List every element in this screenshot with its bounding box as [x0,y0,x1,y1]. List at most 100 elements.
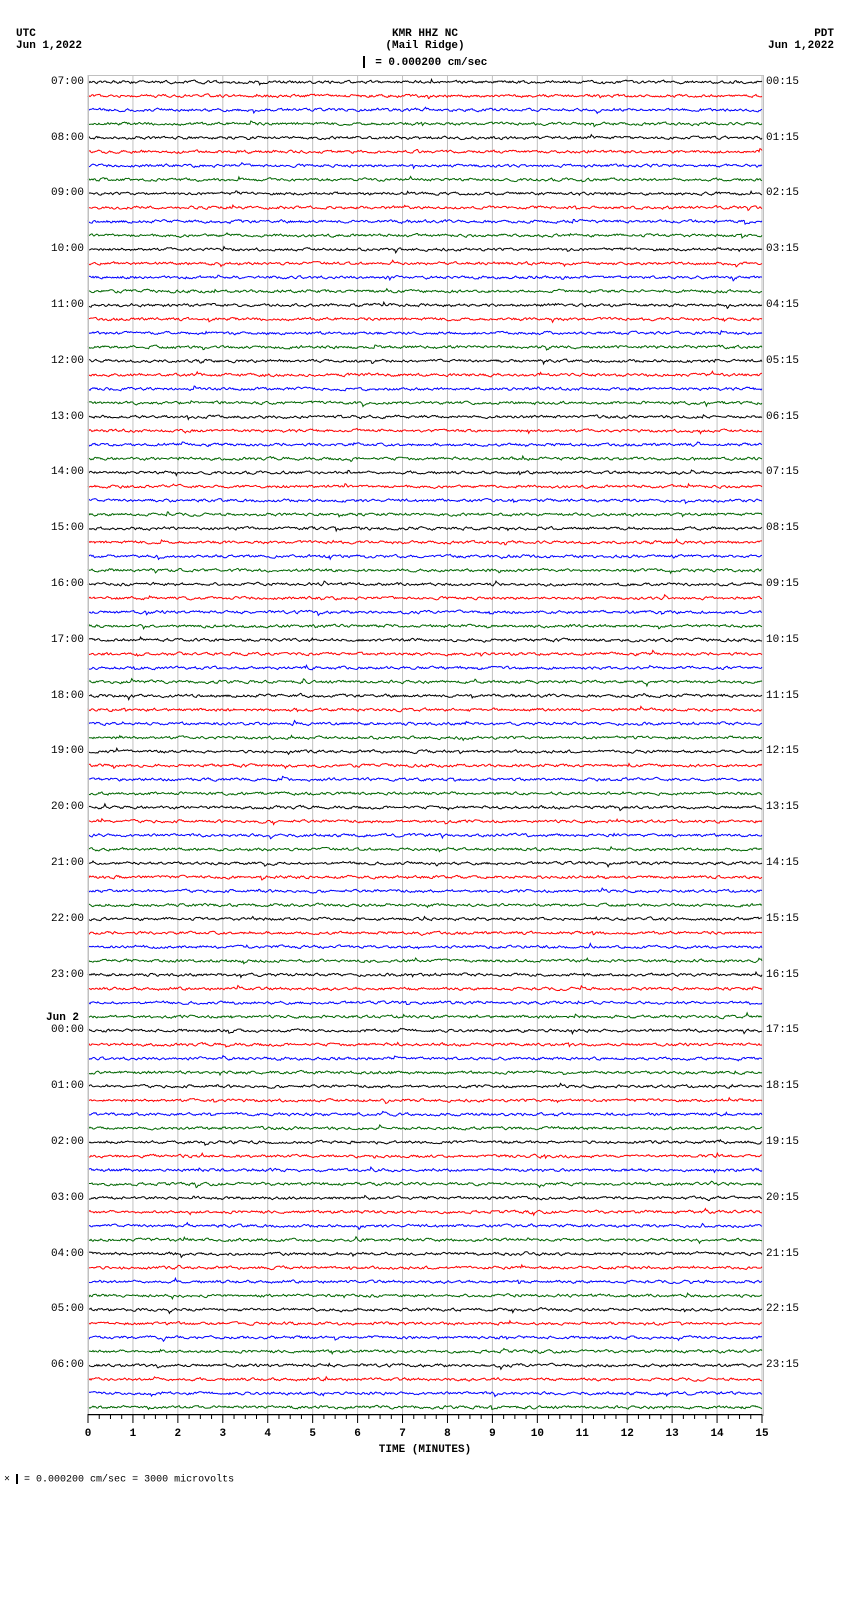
trace-row [88,1167,762,1172]
trace-row [88,735,762,740]
svg-text:2: 2 [175,1428,182,1440]
trace-row [88,415,762,420]
svg-text:1: 1 [130,1428,137,1440]
pdt-hour-label: 05:15 [766,355,799,367]
footer-prefix: × [4,1475,10,1486]
utc-hour-label: 11:00 [51,299,84,311]
trace-row [88,260,762,267]
tz-right: PDT [734,28,834,40]
utc-hour-label: 17:00 [51,634,84,646]
trace-row [88,1223,762,1230]
trace-row [88,401,762,407]
trace-row [88,1181,762,1187]
trace-row [88,1028,762,1033]
x-axis-label: TIME (MINUTES) [38,1444,812,1456]
date-right: Jun 1,2022 [734,40,834,52]
tz-left: UTC [16,28,116,40]
trace-row [88,943,762,948]
trace-row [88,706,762,711]
trace-row [88,1098,762,1104]
pdt-hour-label: 10:15 [766,634,799,646]
trace-row [88,1252,762,1258]
scale-legend: = 0.000200 cm/sec [0,56,850,75]
pdt-hour-label: 15:15 [766,913,799,925]
utc-hour-label: 03:00 [51,1192,84,1204]
trace-row [88,554,762,559]
pdt-hour-label: 11:15 [766,690,799,702]
pdt-hour-label: 12:15 [766,745,799,757]
trace-row [88,359,762,364]
trace-row [88,135,762,140]
utc-hour-label: 05:00 [51,1303,84,1315]
trace-row [88,484,762,489]
trace-row [88,1265,762,1270]
x-axis-ticks: 0123456789101112131415 [38,1414,812,1444]
utc-hour-label: 12:00 [51,355,84,367]
trace-row [88,1125,762,1130]
trace-row [88,721,762,726]
trace-row [88,1083,762,1088]
trace-row [88,903,762,907]
trace-row [88,679,762,686]
trace-row [88,624,762,629]
utc-hour-label: 21:00 [51,857,84,869]
trace-row [88,512,762,517]
svg-text:15: 15 [755,1428,769,1440]
trace-row [88,958,762,964]
utc-hour-label: 02:00 [51,1136,84,1148]
svg-text:4: 4 [264,1428,271,1440]
pdt-hour-label: 07:15 [766,466,799,478]
utc-hour-label: 16:00 [51,578,84,590]
pdt-hour-label: 17:15 [766,1024,799,1036]
trace-row [88,1308,762,1314]
trace-row [88,456,762,461]
trace-row [88,302,762,308]
trace-row [88,219,762,224]
trace-row [88,1001,762,1005]
trace-row [88,79,762,84]
trace-row [88,833,762,839]
trace-row [88,1111,762,1116]
pdt-hour-label: 20:15 [766,1192,799,1204]
station-name: (Mail Ridge) [116,40,734,52]
pdt-hour-label: 23:15 [766,1359,799,1371]
trace-row [88,1348,762,1353]
trace-row [88,568,762,573]
trace-row [88,1278,762,1283]
trace-row [88,163,762,169]
helicorder-plot: 07:0008:0009:0010:0011:0012:0013:0014:00… [38,75,812,1414]
utc-hour-label: 14:00 [51,466,84,478]
trace-row [88,539,762,544]
helicorder-svg [38,75,812,1414]
svg-text:12: 12 [621,1428,634,1440]
trace-row [88,792,762,796]
trace-row [88,498,762,503]
pdt-hour-label: 16:15 [766,969,799,981]
seismogram-container: UTC Jun 1,2022 KMR HHZ NC (Mail Ridge) P… [0,0,850,1498]
svg-text:8: 8 [444,1428,451,1440]
header: UTC Jun 1,2022 KMR HHZ NC (Mail Ridge) P… [0,0,850,56]
utc-hour-label: 19:00 [51,745,84,757]
pdt-hour-label: 02:15 [766,187,799,199]
utc-hour-label: 22:00 [51,913,84,925]
pdt-hour-label: 09:15 [766,578,799,590]
trace-row [88,888,762,893]
trace-row [88,1293,762,1299]
header-center: KMR HHZ NC (Mail Ridge) [116,28,734,52]
trace-row [88,205,762,210]
trace-row [88,1336,762,1342]
trace-row [88,610,762,615]
trace-row [88,819,762,825]
pdt-hour-label: 01:15 [766,132,799,144]
trace-row [88,776,762,781]
trace-row [88,1405,762,1409]
trace-row [88,107,762,113]
svg-text:5: 5 [309,1428,316,1440]
pdt-hour-label: 19:15 [766,1136,799,1148]
trace-row [88,1070,762,1075]
trace-row [88,985,762,990]
trace-row [88,428,762,433]
header-left: UTC Jun 1,2022 [16,28,116,52]
pdt-hour-label: 03:15 [766,243,799,255]
svg-text:10: 10 [531,1428,544,1440]
